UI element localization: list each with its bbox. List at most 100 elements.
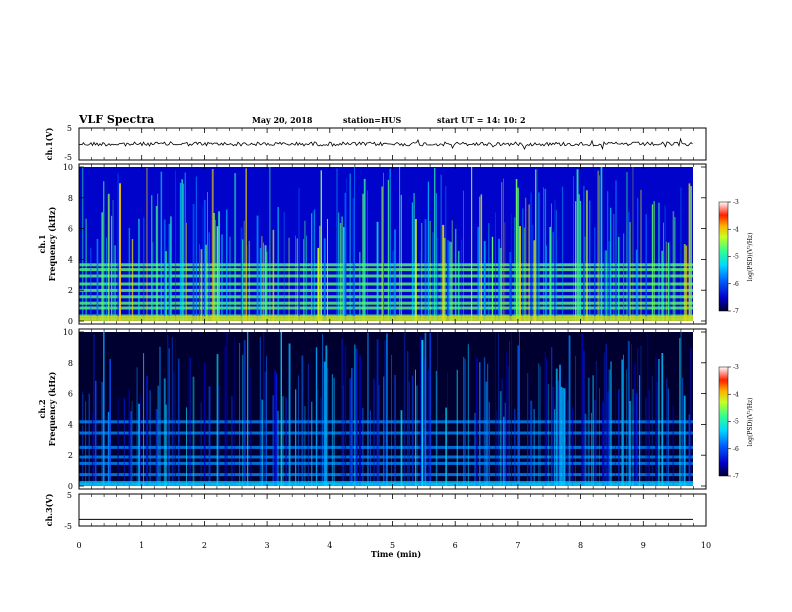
- sferic-streak: [407, 351, 409, 486]
- ytick-label: 0: [68, 317, 73, 326]
- sferic-streak: [656, 382, 658, 486]
- sferic-streak: [384, 340, 386, 486]
- sferic-streak: [661, 250, 663, 321]
- sferic-streak: [136, 367, 138, 486]
- sferic-streak: [445, 186, 447, 321]
- sferic-streak: [82, 167, 84, 321]
- sferic-streak: [85, 401, 87, 486]
- sferic-streak: [640, 345, 642, 486]
- sferic-streak: [567, 400, 569, 486]
- sferic-streak: [341, 216, 343, 321]
- sferic-streak: [525, 197, 527, 321]
- sferic-streak: [533, 240, 536, 321]
- sferic-streak: [423, 359, 425, 486]
- sferic-streak: [552, 386, 555, 486]
- sferic-streak: [530, 400, 533, 486]
- sferic-streak: [608, 241, 611, 321]
- sferic-streak: [320, 397, 322, 486]
- figure-title: VLF Spectra: [78, 113, 154, 126]
- sferic-streak: [640, 189, 642, 321]
- sferic-streak: [387, 179, 389, 321]
- sferic-streak: [647, 334, 649, 486]
- sferic-streak: [242, 239, 244, 321]
- sferic-streak: [464, 358, 466, 486]
- sferic-streak: [130, 411, 133, 486]
- sferic-streak: [672, 405, 674, 486]
- sferic-streak: [163, 378, 166, 486]
- sferic-streak: [415, 369, 416, 486]
- sferic-streak: [514, 409, 516, 486]
- ch1-spectrogram-ylabel: Frequency (kHz): [47, 206, 57, 281]
- sferic-streak: [317, 389, 319, 486]
- sferic-streak: [151, 195, 153, 321]
- xtick-label: 7: [515, 541, 520, 550]
- sferic-streak: [488, 223, 490, 321]
- ch1-ytick-bottom: -5: [64, 153, 72, 162]
- sferic-streak: [587, 377, 590, 486]
- sferic-streak: [533, 408, 535, 486]
- sferic-streak: [229, 236, 231, 321]
- sferic-streak: [639, 375, 641, 486]
- sferic-streak: [495, 332, 496, 486]
- sferic-streak: [648, 389, 650, 486]
- sferic-streak: [386, 333, 388, 486]
- xtick-label: 10: [701, 541, 711, 550]
- sferic-streak: [531, 224, 534, 321]
- ch3-waveform-panel: 5 -5 ch.3(V): [44, 491, 707, 531]
- sferic-streak: [354, 167, 355, 321]
- ytick-label: 4: [68, 255, 73, 264]
- sferic-streak: [101, 212, 103, 321]
- sferic-streak: [288, 237, 290, 321]
- spectrogram-band: [79, 263, 693, 267]
- colorbar-tick-label: -7: [733, 473, 739, 480]
- sferic-streak: [91, 412, 93, 486]
- sferic-streak: [483, 241, 486, 321]
- sferic-streak: [323, 238, 326, 321]
- sferic-streak: [208, 386, 211, 486]
- time-axis-label: Time (min): [371, 549, 421, 559]
- sferic-streak: [674, 217, 676, 321]
- sferic-streak: [424, 219, 427, 321]
- sferic-streak: [234, 173, 237, 321]
- sferic-streak: [344, 192, 346, 321]
- xtick-label: 9: [641, 541, 646, 550]
- sferic-streak: [455, 228, 457, 321]
- ch1-colorbar: [718, 201, 729, 312]
- sferic-streak: [579, 200, 582, 321]
- sferic-streak: [440, 174, 442, 321]
- sferic-streak: [629, 401, 631, 486]
- sferic-streak: [519, 332, 520, 486]
- sferic-streak: [192, 376, 195, 486]
- sferic-streak: [685, 245, 688, 321]
- sferic-streak: [107, 193, 110, 321]
- sferic-streak: [546, 358, 547, 486]
- sferic-streak: [419, 336, 422, 486]
- sferic-streak: [336, 168, 338, 321]
- sferic-streak: [285, 397, 287, 486]
- sferic-streak: [560, 386, 563, 486]
- sferic-streak: [261, 399, 264, 486]
- sferic-streak: [547, 384, 549, 486]
- spectrogram-band: [79, 268, 693, 272]
- sferic-streak: [400, 410, 403, 486]
- sferic-streak: [413, 366, 414, 486]
- sferic-streak: [458, 250, 460, 321]
- sferic-streak: [208, 232, 210, 321]
- sferic-streak: [95, 380, 97, 486]
- sferic-streak: [447, 372, 448, 486]
- sferic-streak: [101, 381, 104, 486]
- sferic-streak: [450, 242, 452, 321]
- sferic-streak: [443, 237, 446, 321]
- sferic-streak: [527, 372, 529, 486]
- sferic-streak: [186, 222, 187, 321]
- sferic-streak: [690, 186, 692, 321]
- colorbar-tick-label: -3: [733, 364, 739, 371]
- sferic-streak: [477, 226, 480, 321]
- sferic-streak: [322, 334, 324, 486]
- sferic-streak: [421, 339, 424, 486]
- sferic-streak: [85, 218, 87, 321]
- sferic-streak: [344, 345, 347, 486]
- sferic-streak: [186, 407, 187, 486]
- sferic-streak: [295, 235, 296, 321]
- sferic-streak: [667, 388, 669, 486]
